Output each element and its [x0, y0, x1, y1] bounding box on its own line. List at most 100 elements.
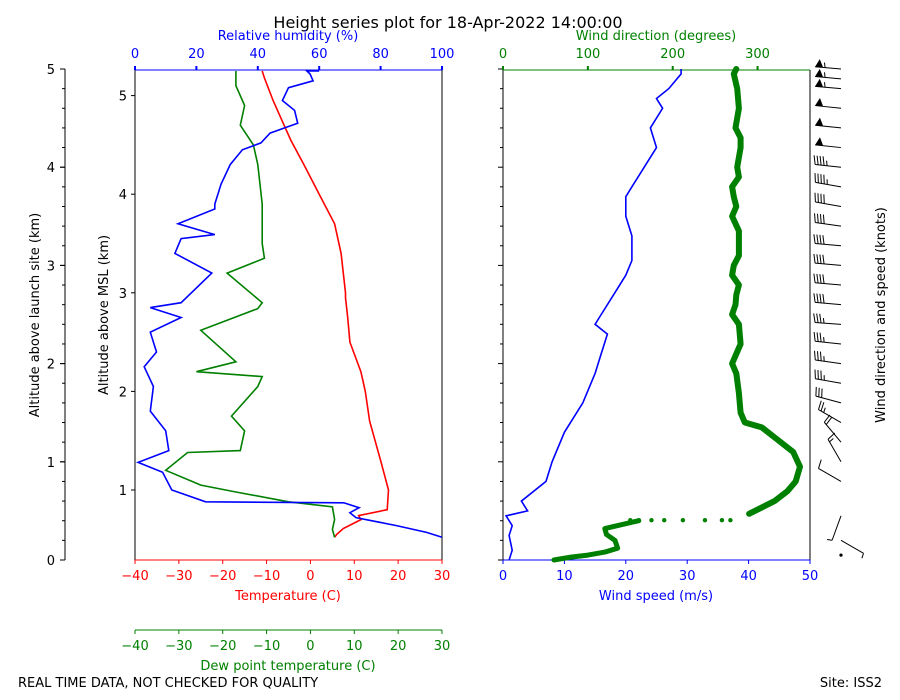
wind-barb-pennant: [815, 68, 824, 78]
wind-barb: [823, 414, 842, 443]
wind-barb: [815, 98, 842, 109]
wind-barb-half: [822, 318, 825, 324]
wind-barb-flag: [816, 313, 819, 323]
humidity-axis-label: Relative humidity (%): [218, 29, 359, 44]
wind-direction-point: [719, 518, 725, 523]
wind-barb-flag: [825, 416, 833, 425]
wind-direction-tick-label: 100: [575, 47, 600, 62]
wind-barb-pennant: [815, 78, 824, 88]
wind-barb-flag: [813, 313, 816, 323]
wind-barb: [813, 234, 842, 247]
launch-tick-label: 1: [47, 456, 55, 471]
wind-barb-pennant: [815, 98, 824, 107]
wind-barb-shaft: [815, 301, 842, 306]
temperature-tick-label: 0: [306, 569, 314, 584]
msl-tick-label: 5: [119, 90, 127, 105]
dewpoint-tick-label: −10: [253, 639, 280, 654]
wind-barb: [813, 293, 842, 306]
wind-barb-flag: [819, 313, 822, 323]
launch-tick-label: 5: [47, 63, 55, 78]
wind-barb: [840, 539, 864, 559]
wind-barb: [815, 117, 842, 129]
wind-barb-flag: [816, 234, 819, 244]
wind-barb-shaft: [815, 378, 842, 384]
wind-barb-shaft: [815, 163, 842, 168]
wind-barb: [813, 313, 842, 325]
msl-altitude-label: Altitude above MSL (km): [97, 235, 112, 395]
series-dew-point: [164, 71, 336, 538]
wind-barb-label: Wind direction and speed (knots): [874, 207, 889, 423]
wind-barb-calm: [839, 553, 843, 557]
temperature-tick-label: −10: [253, 569, 280, 584]
humidity-tick-label: 20: [188, 47, 205, 62]
wind-barb: [814, 213, 842, 227]
msl-tick-label: 2: [119, 385, 127, 400]
temperature-tick-label: −30: [165, 569, 192, 584]
wind-barb-flag: [819, 274, 822, 284]
wind-direction-point: [649, 518, 654, 523]
wind-barb: [814, 350, 842, 365]
wind-barb-flag: [816, 273, 819, 284]
humidity-tick-label: 40: [250, 47, 267, 62]
msl-tick-label: 3: [119, 287, 127, 302]
wind-barb-half: [861, 553, 864, 559]
wind-barb-flag: [818, 459, 822, 469]
wind-barb-shaft: [840, 539, 864, 554]
wind-barb-shaft: [815, 66, 842, 70]
wind-barb-flag: [820, 402, 825, 412]
series-wind-direction-low: [551, 518, 642, 563]
wind-speed-tick-label: 0: [499, 569, 507, 584]
wind-plot-area: 0 10 20 30 40 50 0 100 200 300: [498, 47, 818, 584]
humidity-tick-label: 60: [311, 47, 328, 62]
wind-direction-point: [702, 518, 708, 523]
wind-barb-shaft: [823, 421, 842, 443]
wind-barb-flag: [813, 253, 816, 264]
wind-barb: [815, 137, 842, 149]
wind-barb-flag: [813, 273, 816, 283]
wind-barb-flag: [822, 274, 825, 284]
footer-site-label: Site: ISS2: [820, 676, 882, 691]
wind-direction-tick-label: 300: [745, 47, 770, 62]
wind-direction-point: [680, 518, 686, 523]
temperature-tick-label: −20: [209, 569, 236, 584]
wind-barb-flag: [813, 155, 816, 165]
wind-barb-shaft: [815, 144, 842, 149]
wind-barb: [813, 155, 842, 168]
wind-speed-tick-label: 10: [556, 569, 573, 584]
wind-barb: [818, 459, 842, 482]
wind-barb-shaft: [815, 242, 842, 247]
dewpoint-tick-label: 30: [434, 639, 451, 654]
wind-barb-shaft: [818, 468, 842, 482]
humidity-tick-label: 100: [430, 47, 455, 62]
wind-speed-tick-label: 40: [740, 569, 757, 584]
wind-barb-shaft: [815, 322, 842, 325]
wind-barb-flag: [816, 155, 819, 165]
wind-barb-flag: [813, 234, 816, 244]
wind-barb: [815, 386, 842, 404]
wind-barb-shaft: [815, 201, 842, 207]
wind-barb-flag: [813, 332, 816, 342]
wind-barb: [815, 59, 842, 70]
wind-barb-flag: [822, 293, 825, 304]
wind-barb-half: [824, 62, 826, 68]
wind-barb-half: [824, 82, 826, 88]
wind-barb-half: [823, 407, 826, 413]
wind-barb-shaft: [827, 439, 842, 463]
wind-barb-flag: [814, 213, 816, 223]
wind-barb-shaft: [815, 222, 842, 227]
wind-barb-pennant: [815, 59, 824, 68]
wind-speed-tick-label: 30: [679, 569, 696, 584]
series-wind-direction: [729, 66, 803, 517]
wind-direction-tick-label: 200: [660, 47, 685, 62]
dewpoint-tick-label: 10: [346, 639, 363, 654]
dewpoint-tick-label: −30: [165, 639, 192, 654]
dewpoint-tick-label: −40: [121, 639, 148, 654]
dewpoint-tick-label: 0: [306, 639, 314, 654]
wind-direction-point: [728, 518, 733, 523]
wind-barb-flag: [816, 254, 819, 264]
temperature-axis-label: Temperature (C): [234, 589, 341, 604]
dewpoint-axis-label: Dew point temperature (C): [200, 659, 375, 674]
msl-tick-label: 1: [119, 484, 127, 499]
wind-barb-flag: [822, 254, 825, 264]
wind-barb-flag: [819, 351, 822, 361]
